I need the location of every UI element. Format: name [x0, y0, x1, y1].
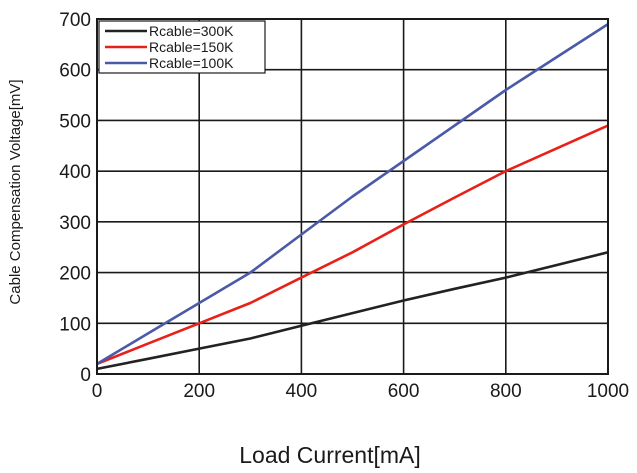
y-tick-labels: 0 100 200 300 400 500 600 700 [59, 10, 91, 386]
y-tick-label: 600 [59, 61, 91, 82]
x-tick-label: 0 [92, 381, 103, 402]
y-axis-label: Cable Compensation Voltage[mV] [7, 79, 24, 304]
grid [97, 19, 608, 374]
y-tick-label: 200 [59, 264, 91, 285]
legend-label: Rcable=300K [149, 23, 234, 39]
y-tick-label: 700 [59, 10, 91, 31]
y-tick-label: 100 [59, 314, 91, 335]
x-tick-labels: 0 200 400 600 800 1000 [92, 381, 629, 402]
y-tick-label: 500 [59, 111, 91, 132]
series-line-rcable-300k [96, 251, 609, 371]
series-line-rcable-150k [96, 124, 609, 366]
series-lines [96, 23, 609, 371]
x-axis-label: Load Current[mA] [239, 442, 421, 468]
legend-label: Rcable=100K [149, 55, 234, 71]
y-tick-label: 300 [59, 213, 91, 234]
x-tick-label: 1000 [587, 381, 629, 402]
legend-label: Rcable=150K [149, 39, 234, 55]
x-tick-label: 400 [286, 381, 318, 402]
x-tick-label: 600 [388, 381, 420, 402]
plot-area-border [96, 18, 609, 375]
series-line-rcable-100k [96, 23, 609, 366]
y-tick-label: 400 [59, 162, 91, 183]
x-tick-label: 200 [183, 381, 215, 402]
x-tick-label: 800 [490, 381, 522, 402]
y-tick-label: 0 [80, 365, 91, 386]
